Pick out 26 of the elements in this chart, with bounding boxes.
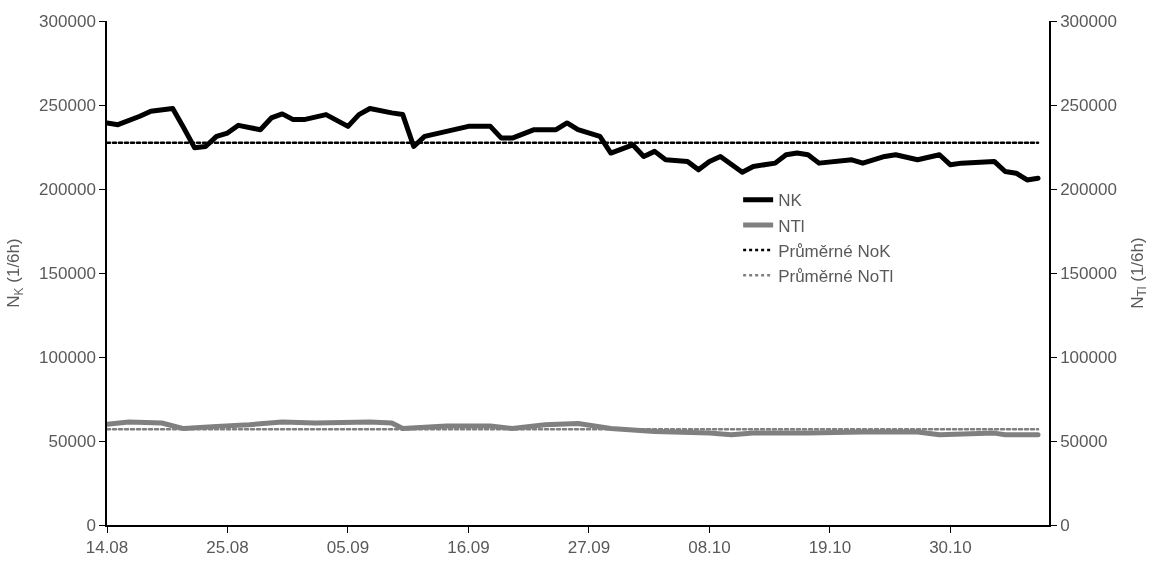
y-tick-label: 200000 — [39, 179, 96, 199]
y-tick-label: 0 — [86, 515, 96, 535]
x-tick-label: 08.10 — [688, 538, 731, 558]
y2-tick-label: 100000 — [1060, 347, 1117, 367]
y2-tick-label: 0 — [1060, 515, 1070, 535]
legend-label: Průměrné NoTl — [778, 266, 894, 286]
y2-tick-label: 300000 — [1060, 11, 1117, 31]
y2-tick-label: 200000 — [1060, 179, 1117, 199]
legend-label: Průměrné NoK — [778, 241, 892, 261]
y2-tick-label: 250000 — [1060, 95, 1117, 115]
y2-tick-label: 150000 — [1060, 263, 1117, 283]
x-tick-label: 05.09 — [326, 538, 370, 558]
x-tick-label: 16.09 — [447, 538, 490, 558]
y-tick-label: 300000 — [39, 11, 96, 31]
x-tick-label: 30.10 — [929, 538, 972, 558]
y2-tick-label: 50000 — [1060, 431, 1108, 451]
y-tick-label: 250000 — [39, 95, 96, 115]
x-tick-label: 19.10 — [808, 538, 852, 558]
y-tick-label: 100000 — [39, 347, 96, 367]
y-tick-label: 150000 — [39, 263, 96, 283]
legend-label: NK — [778, 191, 803, 211]
legend-label: NTl — [778, 216, 805, 236]
x-tick-label: 14.08 — [85, 538, 129, 558]
x-tick-label: 27.09 — [567, 538, 611, 558]
x-tick-label: 25.08 — [206, 538, 249, 558]
y-tick-label: 50000 — [48, 431, 96, 451]
